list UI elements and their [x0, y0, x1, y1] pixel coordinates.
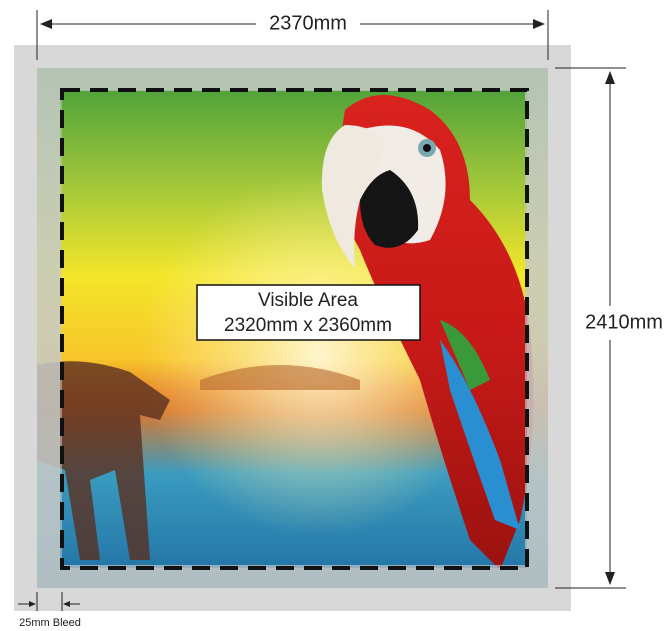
visible-area-title: Visible Area: [258, 290, 358, 311]
visible-area-size: 2320mm x 2360mm: [224, 315, 392, 336]
visible-area-outline: [60, 88, 529, 570]
width-dimension: [36, 10, 549, 60]
width-label: 2370mm: [269, 12, 347, 34]
height-dimension: [555, 67, 626, 589]
visible-area-label: Visible Area 2320mm x 2360mm: [196, 284, 421, 341]
bleed-dimension: [18, 592, 80, 611]
bleed-label: 25mm Bleed: [19, 617, 81, 629]
height-label: 2410mm: [585, 311, 663, 333]
